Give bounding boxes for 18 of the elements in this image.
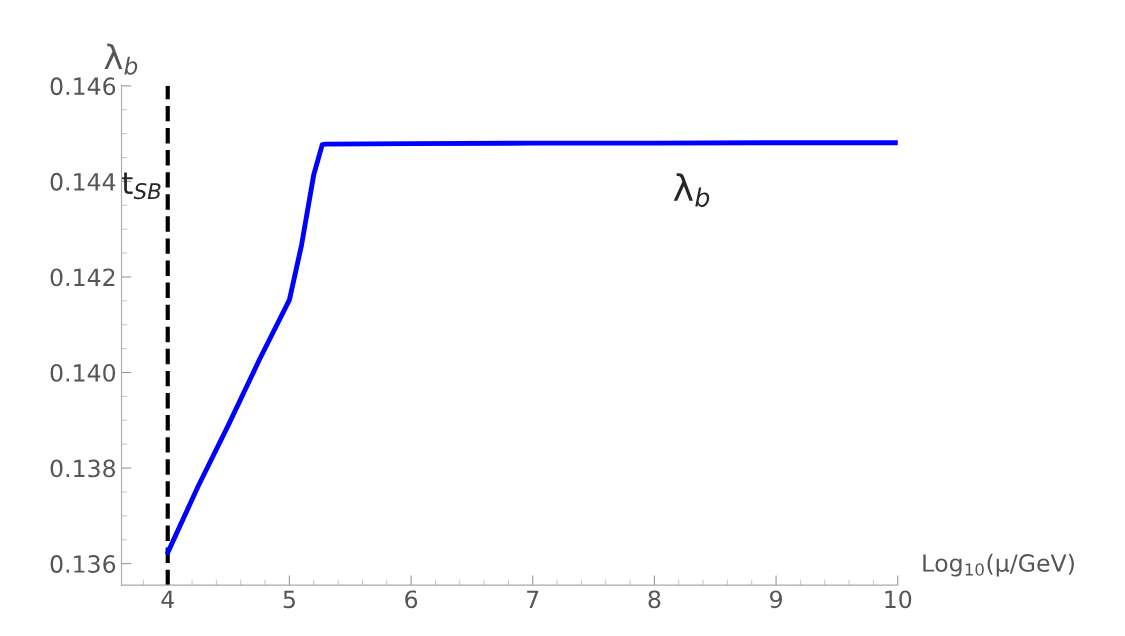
y-tick-label: 0.136 [50, 555, 116, 573]
x-axis-title: Log$_{10}$(μ/GeV) [923, 553, 1074, 577]
x-tick-label: 7 [527, 590, 539, 608]
x-tick-label: 9 [770, 590, 782, 609]
line-series [165, 140, 898, 556]
y-tick-label: 0.138 [50, 459, 116, 478]
x-tick-label: 10 [885, 590, 912, 609]
y-tick-label: 0.144 [50, 172, 116, 191]
y-tick-label: 0.142 [50, 268, 115, 287]
y-tick-label: 0.140 [50, 363, 116, 382]
ref-line-label: t$_{SB}$ [122, 172, 161, 200]
x-tick-label: 6 [405, 590, 418, 609]
x-tick-label: 8 [648, 590, 661, 609]
x-tick-label: 4 [161, 590, 174, 608]
y-axis-title: λ$_{b}$ [104, 43, 138, 75]
y-tick-label: 0.146 [50, 77, 116, 96]
x-tick-label: 5 [283, 590, 295, 609]
annotation: λ$_{b}$ [673, 173, 710, 207]
